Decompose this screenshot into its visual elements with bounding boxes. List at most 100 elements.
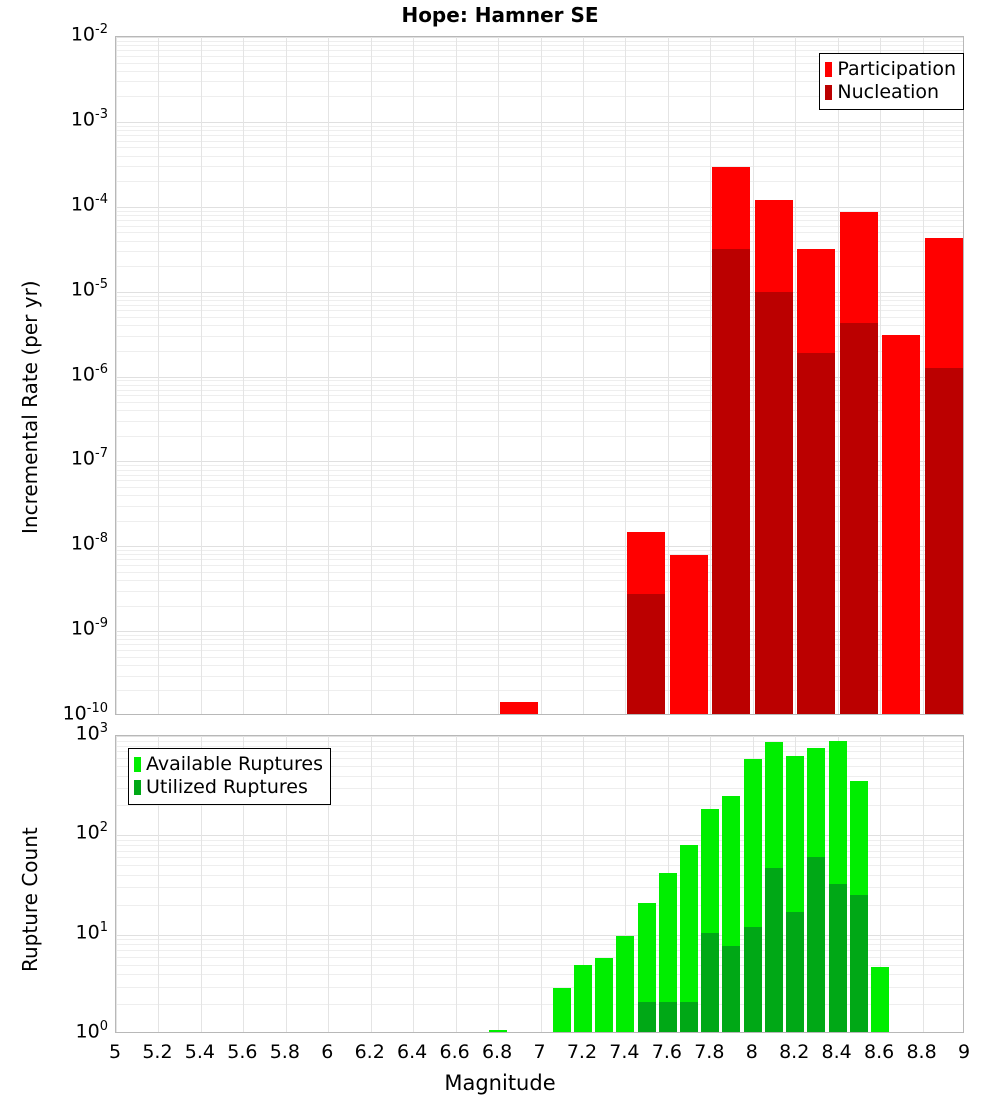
gridline [116, 380, 963, 381]
gridline [116, 480, 963, 481]
bottom-chart-y-axis-label: Rupture Count [18, 827, 42, 972]
gridline [116, 950, 963, 951]
gridline [116, 215, 963, 216]
gridline [116, 122, 963, 123]
gridline [116, 776, 963, 777]
gridline [116, 554, 963, 555]
nucleation-bar-segment [712, 249, 750, 714]
gridline-vertical [243, 37, 244, 714]
x-tick-label: 5.8 [269, 1041, 300, 1063]
nucleation-bar-segment [627, 593, 665, 714]
gridline [116, 521, 963, 522]
bottom-chart-bar [701, 736, 719, 1032]
legend-item: Nucleation [825, 81, 956, 104]
gridline [116, 495, 963, 496]
gridline [116, 41, 963, 42]
gridline-vertical [795, 37, 796, 714]
utilized-ruptures-bar-segment [680, 1002, 698, 1032]
gridline [116, 580, 963, 581]
gridline [116, 461, 963, 462]
gridline-vertical [625, 736, 626, 1032]
gridline [116, 965, 963, 966]
nucleation-bar-segment [840, 323, 878, 714]
gridline [116, 395, 963, 396]
gridline [116, 676, 963, 677]
x-tick-label: 9 [957, 1041, 971, 1063]
gridline [116, 56, 963, 57]
x-tick-label: 7.8 [694, 1041, 725, 1063]
gridline-vertical [456, 37, 457, 714]
gridline-vertical [201, 736, 202, 1032]
x-tick-label: 5.4 [184, 1041, 215, 1063]
x-tick-label: 6.2 [354, 1041, 385, 1063]
gridline [116, 241, 963, 242]
x-tick-label: 5 [108, 1041, 122, 1063]
gridline [116, 546, 963, 547]
gridline [116, 410, 963, 411]
gridline [116, 987, 963, 988]
bottom-chart-bar [722, 736, 740, 1032]
x-tick-label: 8.4 [821, 1041, 852, 1063]
utilized-ruptures-bar-segment [765, 867, 783, 1032]
top-chart-y-tick: 10-8 [70, 531, 108, 555]
bottom-chart-y-tick: 100 [75, 1019, 108, 1043]
top-chart-legend: Participation Nucleation [819, 53, 964, 110]
x-axis-label: Magnitude [444, 1071, 556, 1095]
gridline-vertical [116, 37, 117, 714]
gridline [116, 232, 963, 233]
available-ruptures-bar-segment [616, 936, 634, 1032]
gridline [116, 156, 963, 157]
gridline [116, 325, 963, 326]
x-tick-label: 7 [533, 1041, 546, 1063]
top-chart-bar [797, 37, 835, 714]
top-chart-y-tick: 10-2 [70, 22, 108, 46]
x-tick-label: 7.4 [609, 1041, 640, 1063]
gridline [116, 50, 963, 51]
gridline-vertical [413, 736, 414, 1032]
bottom-chart-bar [765, 736, 783, 1032]
gridline [116, 300, 963, 301]
legend-swatch-icon [134, 757, 141, 772]
bottom-chart-y-tick: 103 [75, 721, 108, 745]
top-chart-y-tick: 10-6 [70, 361, 108, 385]
gridline [116, 835, 963, 836]
x-tick-label: 7.2 [566, 1041, 598, 1063]
gridline-vertical [541, 736, 542, 1032]
gridline [116, 310, 963, 311]
utilized-ruptures-bar-segment [786, 912, 804, 1032]
x-tick-label: 8.8 [906, 1041, 937, 1063]
legend-label: Available Ruptures [146, 753, 323, 775]
bottom-chart-y-tick: 101 [75, 919, 108, 943]
top-chart-y-tick: 10-5 [70, 276, 108, 300]
bottom-chart-y-tick: 102 [75, 820, 108, 844]
available-ruptures-bar-segment [489, 1030, 507, 1032]
gridline [116, 565, 963, 566]
utilized-ruptures-bar-segment [807, 856, 825, 1032]
gridline [116, 935, 963, 936]
gridline-vertical [371, 37, 372, 714]
legend-swatch-icon [825, 62, 833, 77]
utilized-ruptures-bar-segment [744, 926, 762, 1032]
gridline-vertical [668, 37, 669, 714]
x-tick-label: 6.6 [439, 1041, 470, 1063]
gridline [116, 591, 963, 592]
x-tick-label: 6.4 [397, 1041, 428, 1063]
gridline [116, 436, 963, 437]
top-chart-bar [882, 37, 920, 714]
gridline-vertical [753, 37, 754, 714]
gridline [116, 71, 963, 72]
participation-bar-segment [500, 701, 538, 714]
gridline [116, 336, 963, 337]
gridline [116, 141, 963, 142]
gridline [116, 207, 963, 208]
top-chart-bar [925, 37, 963, 714]
x-tick-label: 6 [321, 1041, 334, 1063]
gridline [116, 736, 963, 737]
bottom-chart-bar [638, 736, 656, 1032]
gridline-vertical [498, 37, 499, 714]
gridline [116, 758, 963, 759]
gridline [116, 741, 963, 742]
gridline [116, 130, 963, 131]
gridline-vertical [371, 736, 372, 1032]
bottom-chart-bar [850, 736, 868, 1032]
